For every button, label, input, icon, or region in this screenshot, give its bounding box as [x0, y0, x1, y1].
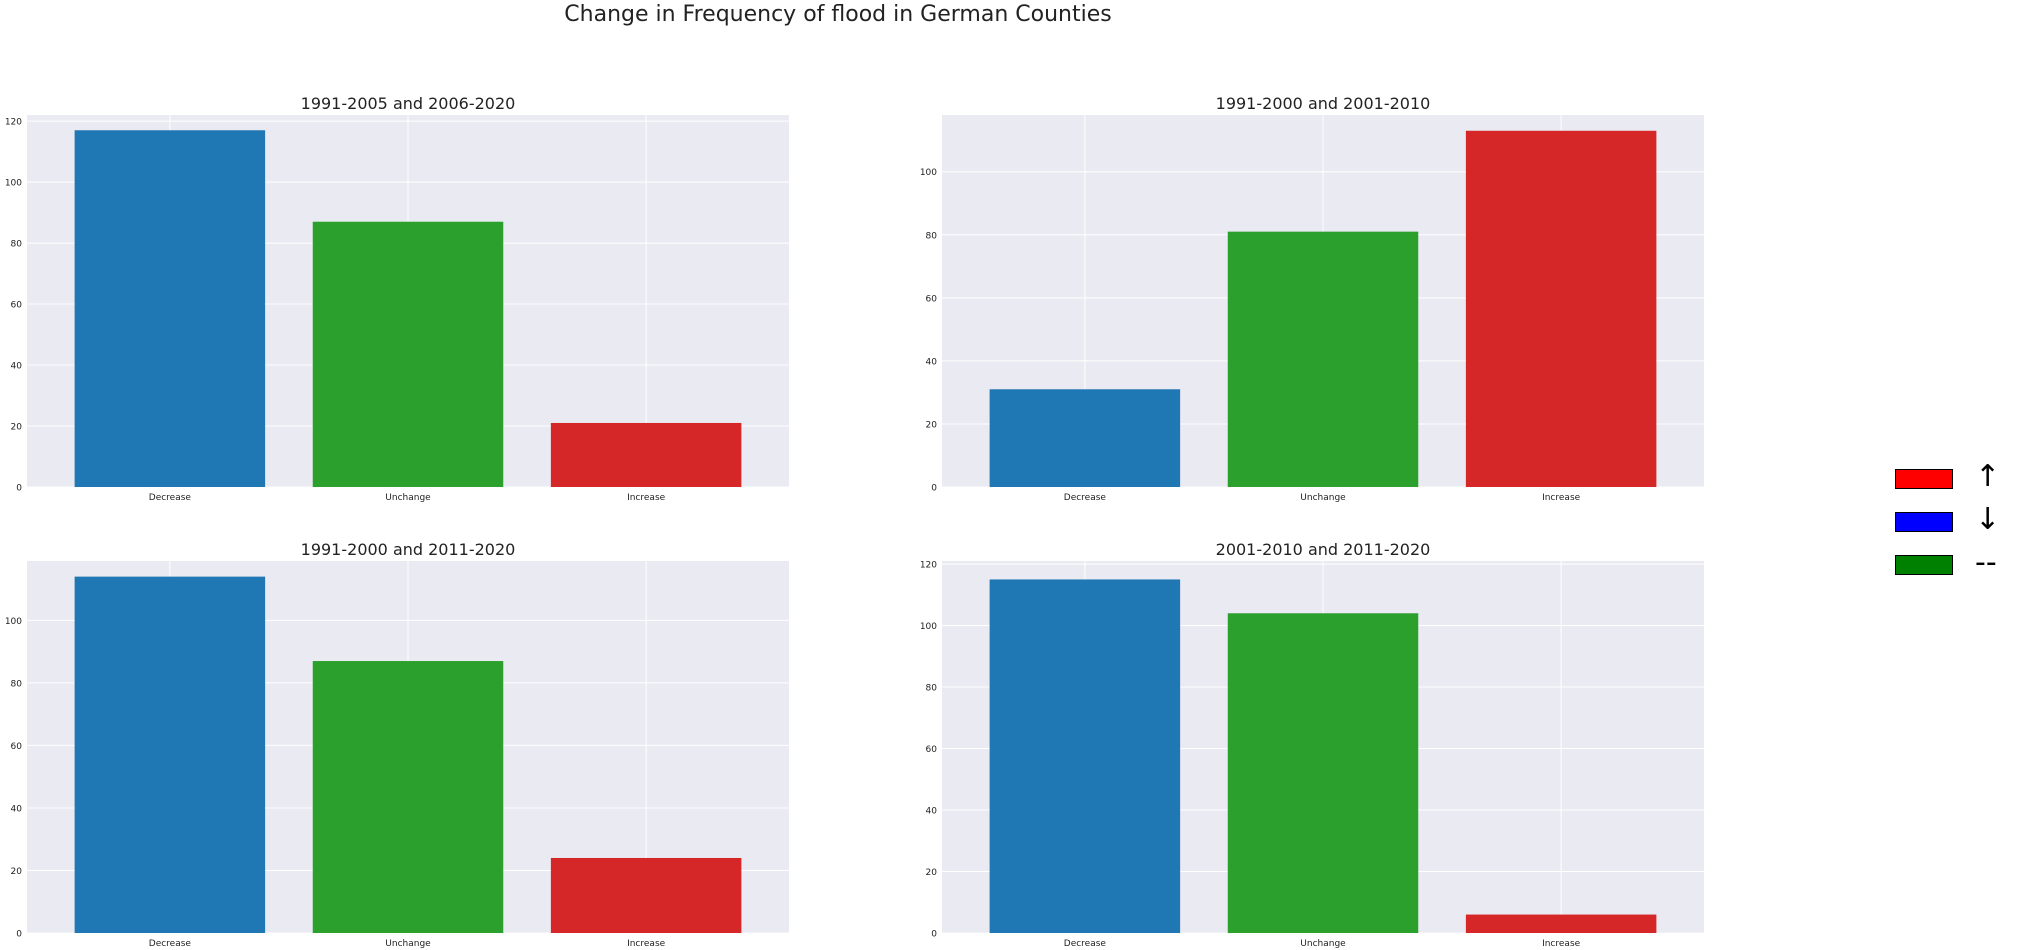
bar-decrease — [74, 130, 266, 487]
y-tick-label: 20 — [926, 420, 938, 430]
bar-unchange — [312, 661, 504, 933]
bar-unchange — [1227, 231, 1419, 487]
x-tick-label: Decrease — [149, 493, 192, 503]
x-tick-label: Increase — [627, 493, 666, 503]
chart-title: 1991-2000 and 2001-2010 — [1216, 94, 1431, 113]
bar-increase — [550, 857, 742, 933]
x-tick-label: Decrease — [1064, 493, 1107, 503]
legend: ↑ ↓ -- — [1895, 460, 2005, 595]
y-tick-label: 0 — [931, 484, 937, 494]
y-tick-label: 120 — [920, 561, 937, 571]
legend-item-unchanged: -- — [1895, 546, 2005, 595]
x-tick-label: Unchange — [385, 939, 431, 949]
y-tick-label: 100 — [5, 179, 22, 189]
y-tick-label: 100 — [5, 617, 22, 627]
y-tick-label: 100 — [920, 168, 937, 178]
legend-swatch-red — [1895, 469, 1953, 489]
y-tick-label: 0 — [931, 930, 937, 940]
x-tick-label: Unchange — [385, 493, 431, 503]
y-tick-label: 60 — [11, 301, 23, 311]
bar-increase — [1465, 914, 1657, 933]
bar-decrease — [989, 579, 1181, 933]
bar-increase — [550, 422, 742, 487]
y-tick-label: 20 — [926, 868, 938, 878]
y-tick-label: 60 — [11, 742, 23, 752]
y-tick-label: 80 — [926, 231, 938, 241]
y-tick-label: 60 — [926, 294, 938, 304]
chart-panel-4: 0 20 40 60 80 100 120 Decrease Unchange Increase 2… — [920, 540, 1704, 949]
chart-title: 1991-2005 and 2006-2020 — [301, 94, 516, 113]
y-tick-label: 40 — [926, 807, 938, 817]
figure-title: Change in Frequency of flood in German C… — [564, 2, 1112, 27]
bar-decrease — [989, 389, 1181, 487]
bar-unchange — [312, 221, 504, 487]
legend-label-down: ↓ — [1975, 502, 2001, 537]
chart-panel-1: 0 20 40 60 80 100 120 Decrease Unchange Increase 1… — [5, 94, 789, 503]
y-tick-label: 20 — [11, 867, 23, 877]
x-tick-label: Increase — [1542, 939, 1581, 949]
y-tick-label: 40 — [11, 362, 23, 372]
y-tick-label: 40 — [11, 804, 23, 814]
chart-panel-3: 0 20 40 60 80 100 Decrease Unchange Increase 1991… — [5, 540, 789, 949]
y-tick-label: 40 — [926, 357, 938, 367]
bar-unchange — [1227, 613, 1419, 933]
x-tick-label: Decrease — [149, 939, 192, 949]
legend-swatch-blue — [1895, 512, 1953, 532]
legend-label-unchanged: -- — [1975, 545, 1997, 580]
legend-item-up: ↑ — [1895, 460, 2005, 509]
x-tick-label: Decrease — [1064, 939, 1107, 949]
y-tick-label: 80 — [11, 679, 23, 689]
legend-swatch-green — [1895, 555, 1953, 575]
y-tick-label: 80 — [926, 684, 938, 694]
y-tick-label: 0 — [16, 930, 22, 940]
legend-label-up: ↑ — [1975, 459, 2001, 494]
chart-panel-2: 0 20 40 60 80 100 Decrease Unchange Increase 1991… — [920, 94, 1704, 503]
x-tick-label: Increase — [1542, 493, 1581, 503]
x-tick-label: Increase — [627, 939, 666, 949]
y-tick-label: 0 — [16, 484, 22, 494]
chart-title: 2001-2010 and 2011-2020 — [1216, 540, 1431, 559]
y-tick-label: 100 — [920, 622, 937, 632]
x-tick-label: Unchange — [1300, 939, 1346, 949]
bar-decrease — [74, 576, 266, 933]
y-tick-label: 60 — [926, 745, 938, 755]
bar-increase — [1465, 130, 1657, 488]
chart-title: 1991-2000 and 2011-2020 — [301, 540, 516, 559]
y-tick-label: 80 — [11, 240, 23, 250]
y-tick-label: 20 — [11, 423, 23, 433]
y-tick-label: 120 — [5, 118, 22, 128]
x-tick-label: Unchange — [1300, 493, 1346, 503]
legend-item-down: ↓ — [1895, 503, 2005, 552]
